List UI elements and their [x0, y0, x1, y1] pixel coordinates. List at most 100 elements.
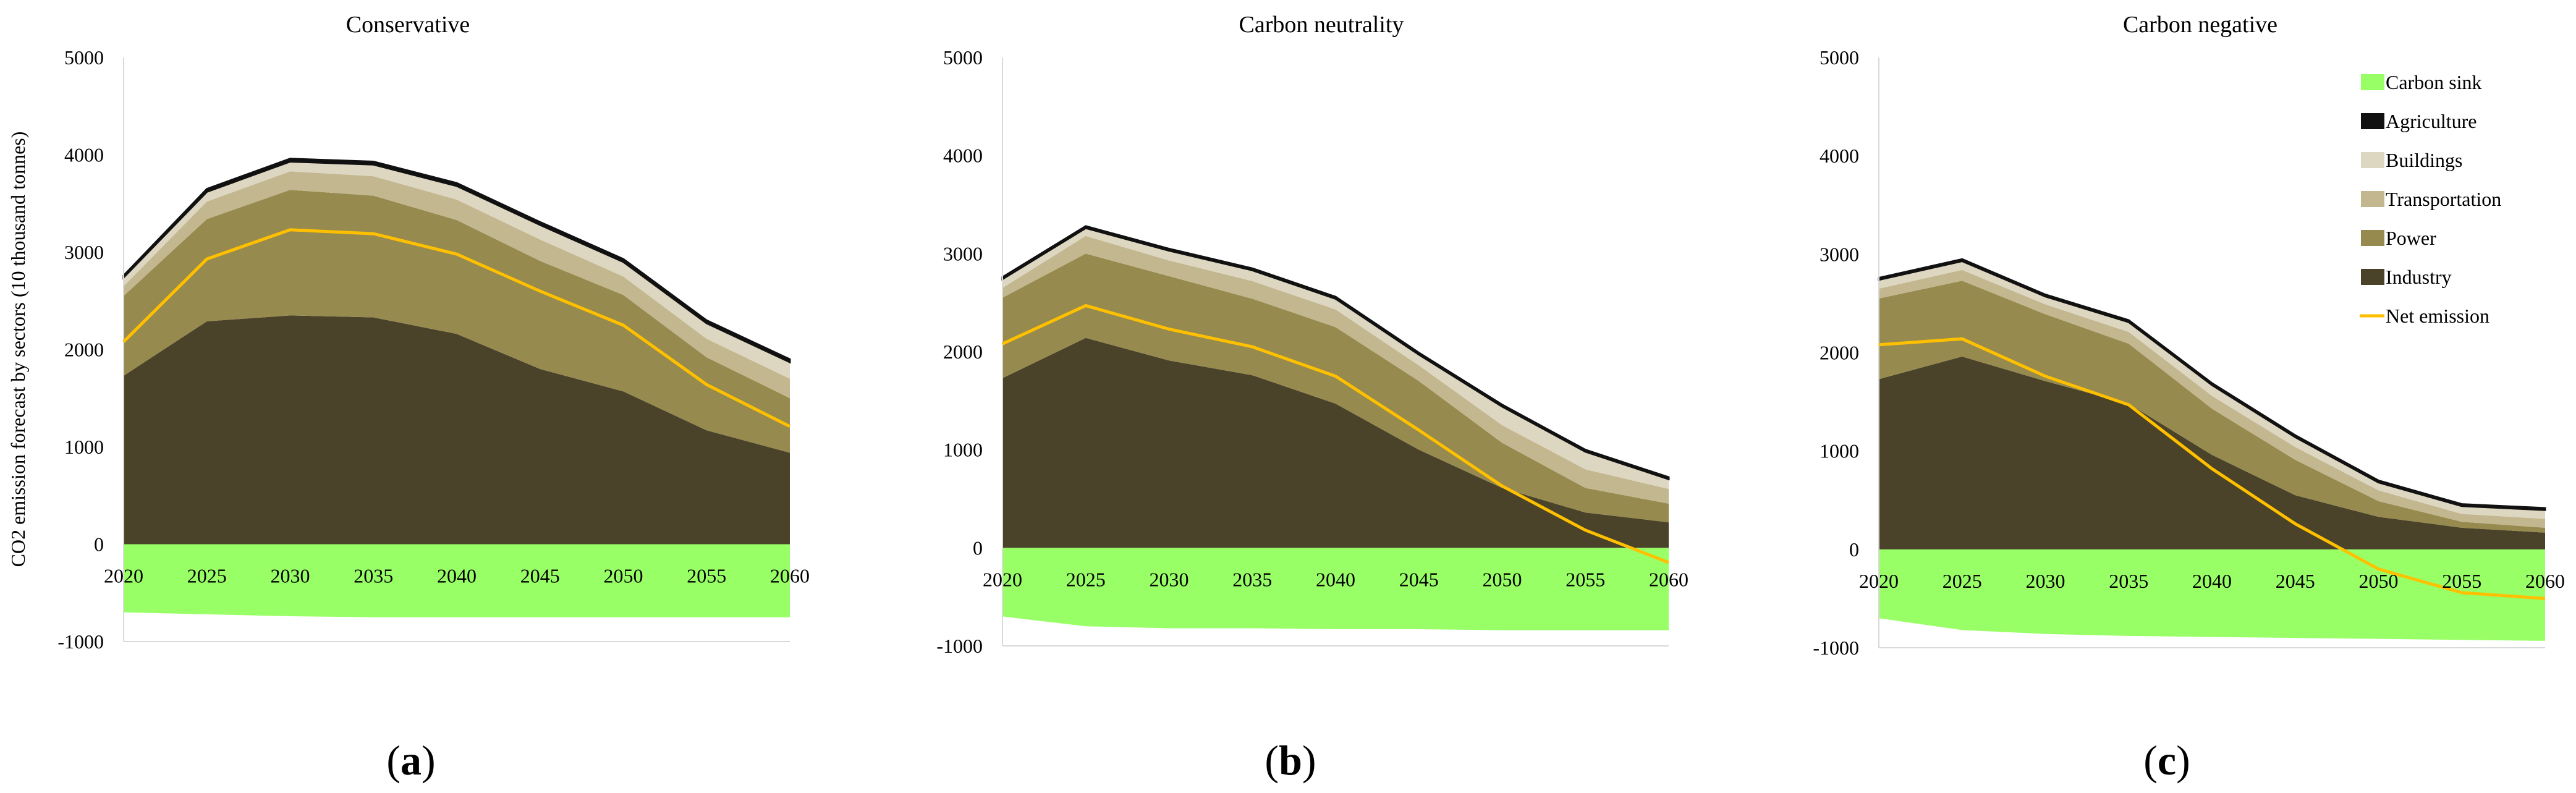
- x-tick-label: 2060: [1649, 568, 1688, 590]
- area-industry: [1879, 356, 2545, 549]
- area-industry: [124, 315, 790, 545]
- x-tick-label: 2025: [187, 565, 227, 587]
- line-net-emission: [122, 228, 791, 428]
- y-tick-label: 2000: [1820, 342, 1859, 364]
- panel-a: Conservative -1000 0 1000 2000 3000 4000 5000 20…: [57, 12, 810, 784]
- legend-label: Agriculture: [2386, 110, 2477, 132]
- legend-item-industry: Industry: [2361, 266, 2452, 288]
- panel-title: Carbon neutrality: [1239, 12, 1404, 38]
- legend-label: Power: [2386, 227, 2436, 249]
- x-tick-label: 2045: [2276, 570, 2315, 592]
- y-tick-label: 1000: [64, 436, 104, 458]
- legend-label: Industry: [2386, 266, 2452, 288]
- legend-swatch: [2361, 74, 2384, 90]
- area-agriculture: [1001, 225, 1670, 481]
- y-tick-label: 3000: [64, 241, 104, 263]
- line-net-emission: [1001, 303, 1669, 564]
- x-tick-label: 2035: [354, 565, 393, 587]
- x-tick-label: 2055: [1566, 568, 1605, 590]
- panel-b: Carbon neutrality -1000 0 1000 2000 3000 4000 5…: [936, 12, 1688, 784]
- area-buildings: [1879, 261, 2545, 519]
- y-tick-label: 2000: [64, 339, 104, 361]
- x-tick-label: 2045: [1399, 568, 1439, 590]
- area-carbon-sink: [1002, 548, 1669, 630]
- legend-item-net: Net emission: [2360, 305, 2489, 327]
- panel-caption: (a): [386, 737, 435, 784]
- x-tick-label: 2055: [687, 565, 726, 587]
- y-tick-label: -1000: [936, 635, 983, 657]
- x-tick-label: 2050: [2359, 570, 2399, 592]
- x-tick-label: 2020: [983, 568, 1022, 590]
- x-tick-label: 2040: [437, 565, 477, 587]
- x-tick-label: 2030: [2026, 570, 2065, 592]
- legend-swatch: [2361, 113, 2384, 129]
- area-transportation: [1879, 269, 2545, 528]
- legend-swatch: [2361, 269, 2384, 285]
- y-tick-label: 4000: [64, 144, 104, 166]
- panel-c: Carbon negative -1000 0 1000 2000 3000 4000 500…: [1813, 12, 2565, 784]
- y-tick-label: 2000: [943, 341, 983, 363]
- y-tick-label: 5000: [1820, 46, 1859, 69]
- area-agriculture: [122, 158, 791, 364]
- legend-label: Net emission: [2386, 305, 2489, 327]
- legend-item-transportation: Transportation: [2361, 188, 2501, 210]
- x-tick-label: 2020: [1859, 570, 1899, 592]
- legend-swatch: [2361, 152, 2384, 168]
- panel-title: Conservative: [346, 12, 470, 38]
- legend-item-buildings: Buildings: [2361, 149, 2462, 171]
- y-tick-label: -1000: [57, 630, 104, 653]
- y-tick-label: 1000: [943, 439, 983, 461]
- x-tick-label: 2045: [520, 565, 560, 587]
- legend-swatch: [2361, 230, 2384, 246]
- y-tick-label: 0: [973, 536, 983, 559]
- x-tick-label: 2040: [1316, 568, 1355, 590]
- x-tick-label: 2060: [2525, 570, 2565, 592]
- y-tick-label: 5000: [943, 46, 983, 69]
- x-tick-label: 2060: [770, 565, 810, 587]
- legend-label: Carbon sink: [2386, 71, 2482, 93]
- x-tick-label: 2040: [2192, 570, 2232, 592]
- panel-title: Carbon negative: [2123, 12, 2277, 38]
- panel-caption: (c): [2143, 737, 2190, 784]
- x-tick-label: 2030: [271, 565, 310, 587]
- x-tick-label: 2035: [2109, 570, 2148, 592]
- y-tick-label: -1000: [1813, 637, 1859, 659]
- y-tick-label: 4000: [1820, 145, 1859, 167]
- y-tick-label: 5000: [64, 46, 104, 69]
- y-tick-label: 0: [94, 533, 104, 556]
- legend-label: Transportation: [2386, 188, 2501, 210]
- legend-item-sink: Carbon sink: [2361, 71, 2482, 93]
- area-power: [1879, 281, 2545, 533]
- area-transportation: [1002, 235, 1669, 504]
- x-tick-label: 2035: [1232, 568, 1272, 590]
- legend-item-power: Power: [2361, 227, 2436, 249]
- legend-swatch: [2361, 191, 2384, 207]
- x-tick-label: 2025: [1066, 568, 1106, 590]
- area-power: [1002, 253, 1669, 523]
- area-carbon-sink: [124, 544, 790, 617]
- y-tick-label: 4000: [943, 145, 983, 167]
- area-transportation: [124, 171, 790, 399]
- line-net-emission: [1878, 337, 2546, 600]
- legend: Carbon sink Agriculture Buildings Transport…: [2360, 71, 2501, 327]
- panel-caption: (b): [1265, 737, 1316, 784]
- area-agriculture: [1878, 258, 2546, 511]
- x-tick-label: 2050: [604, 565, 643, 587]
- y-tick-label: 1000: [1820, 440, 1859, 462]
- x-tick-label: 2020: [104, 565, 143, 587]
- y-axis-title: CO2 emission forecast by sectors (10 tho…: [7, 132, 29, 567]
- y-tick-label: 3000: [1820, 243, 1859, 265]
- area-carbon-sink: [1879, 549, 2545, 641]
- y-tick-label: 0: [1849, 538, 1859, 561]
- x-tick-label: 2025: [1943, 570, 1982, 592]
- area-buildings: [1002, 228, 1669, 490]
- legend-item-agriculture: Agriculture: [2361, 110, 2477, 132]
- area-power: [124, 190, 790, 453]
- y-tick-label: 3000: [943, 242, 983, 265]
- x-tick-label: 2030: [1150, 568, 1189, 590]
- x-tick-label: 2055: [2442, 570, 2481, 592]
- legend-label: Buildings: [2386, 149, 2462, 171]
- area-industry: [1002, 337, 1669, 548]
- x-tick-label: 2050: [1483, 568, 1522, 590]
